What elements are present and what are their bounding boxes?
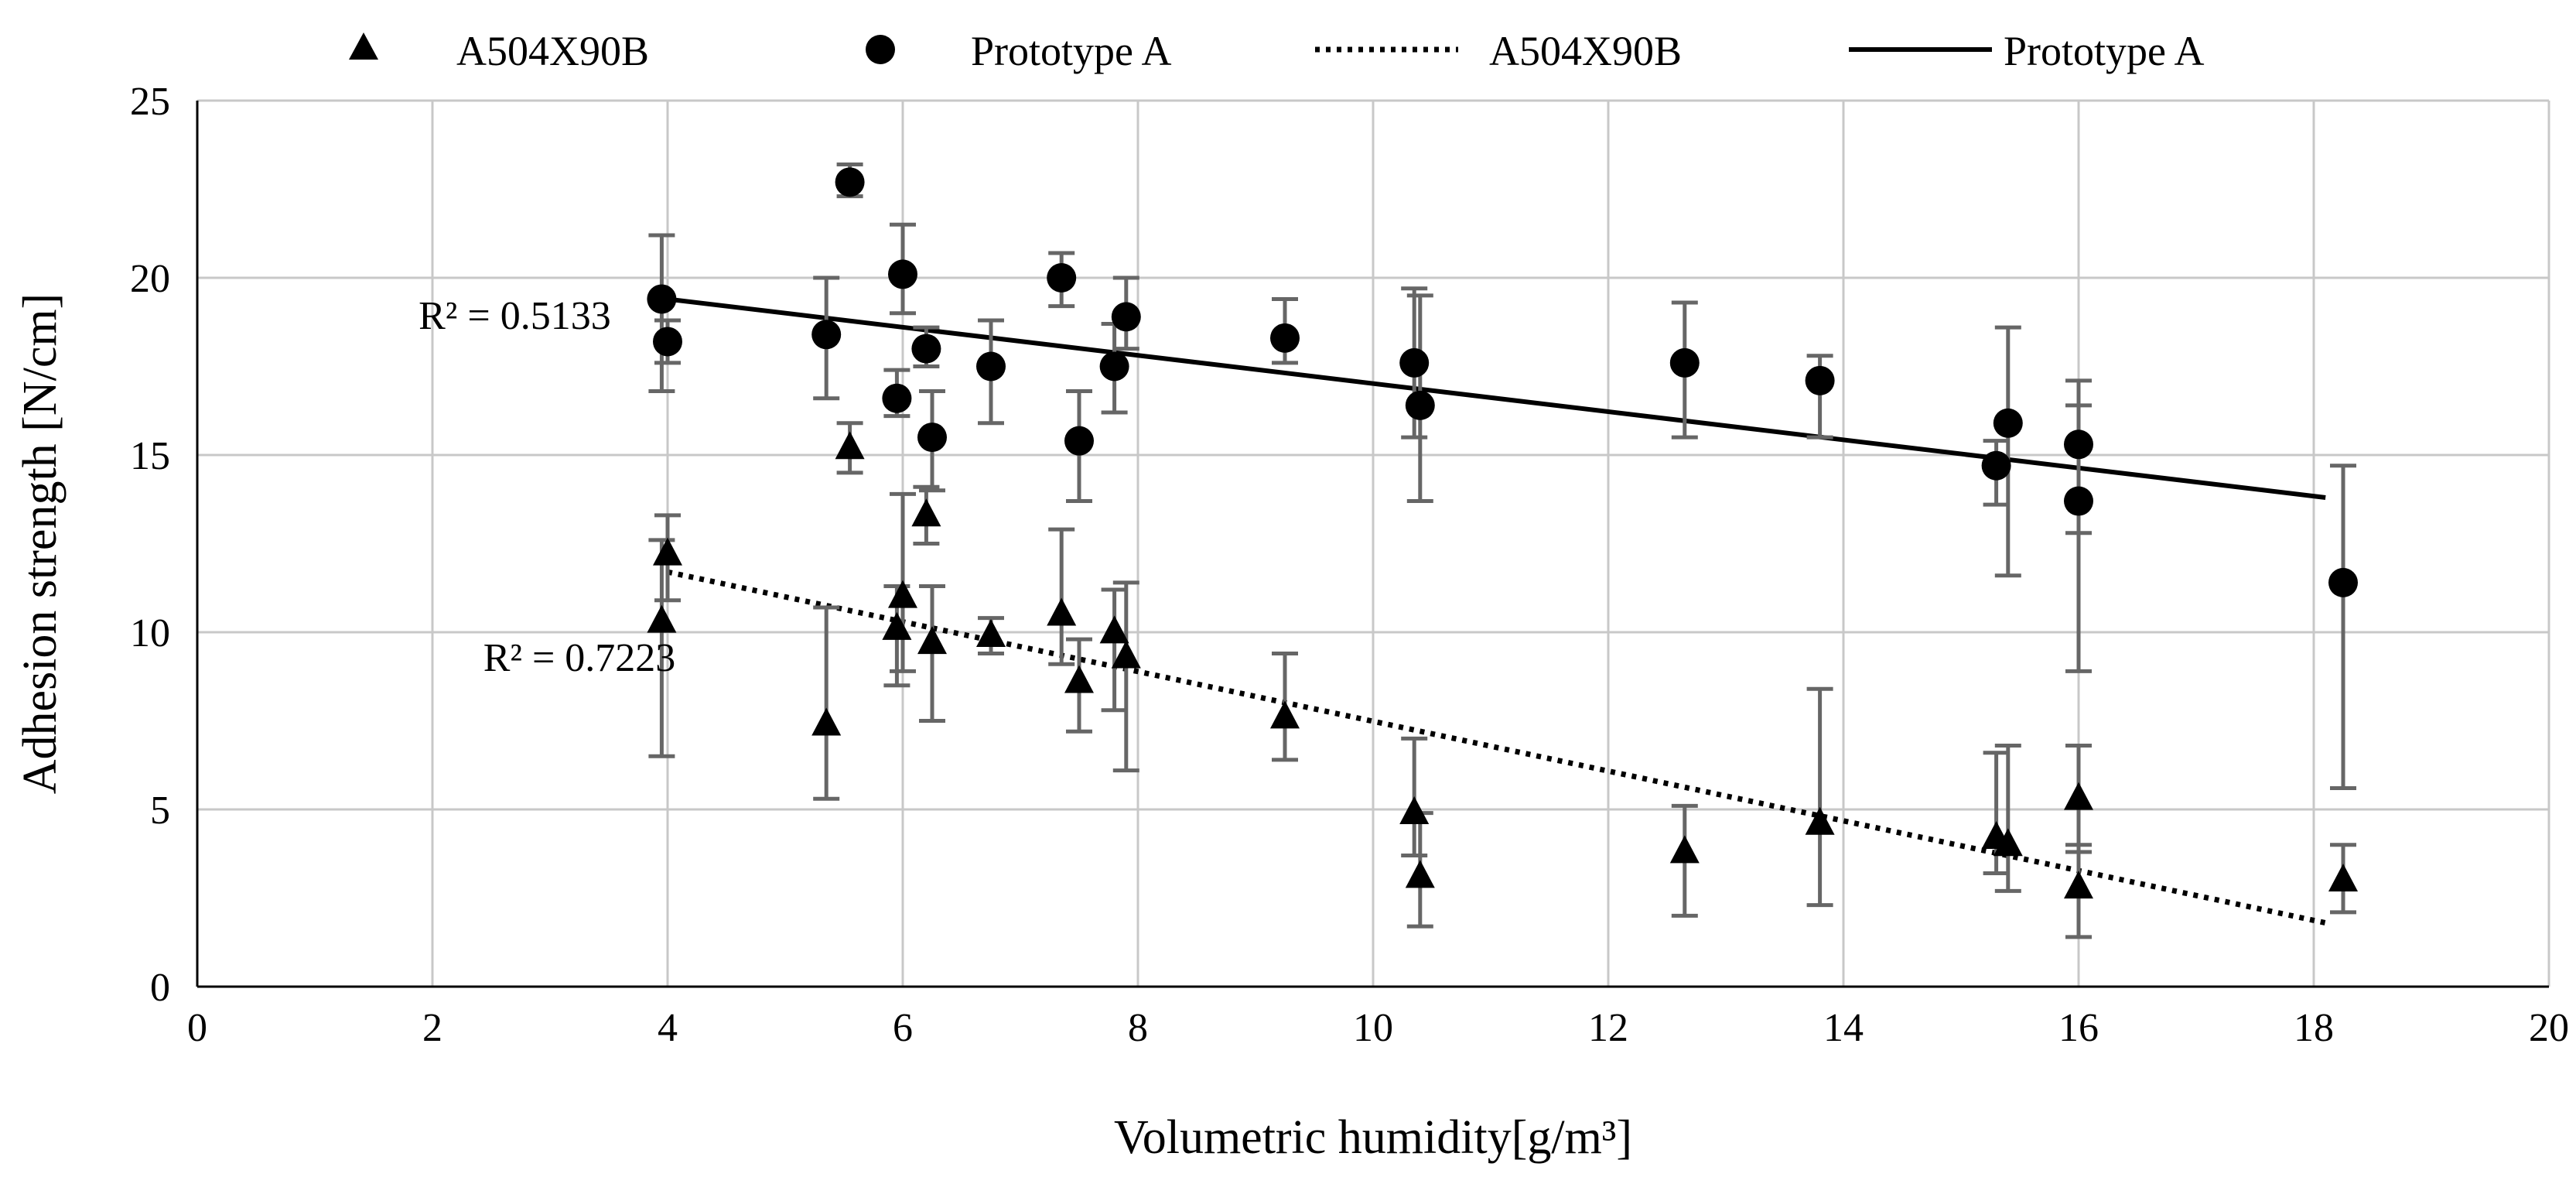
y-tick-label: 10 [130, 611, 170, 655]
x-tick-label: 6 [893, 1006, 913, 1050]
data-point-a504x90b [1064, 665, 1094, 693]
data-point-a504x90b [882, 611, 912, 640]
x-tick-label: 14 [1823, 1006, 1864, 1050]
legend-triangle-marker [349, 33, 378, 60]
data-point-prototype-a [882, 383, 912, 413]
data-point-prototype-a [1805, 365, 1835, 395]
data-point-a504x90b [911, 498, 941, 527]
legend-circle-marker [866, 35, 895, 64]
data-point-a504x90b [1099, 615, 1129, 644]
data-point-a504x90b [917, 626, 947, 655]
x-tick-label: 10 [1353, 1006, 1393, 1050]
r2-label-prototype-a: R² = 0.5133 [419, 294, 611, 338]
data-point-a504x90b [653, 537, 682, 566]
tick-labels: 0 2 4 6 8 10 12 14 16 18 20 0 5 10 15 20 25 [130, 80, 2569, 1050]
trendline-a504x90b [667, 569, 2326, 926]
data-point-prototype-a [2328, 567, 2358, 597]
y-tick-label: 5 [150, 789, 170, 833]
x-tick-label: 16 [2058, 1006, 2099, 1050]
y-axis-title: Adhesion strength [N/cm] [14, 293, 67, 794]
r2-label-a504x90b: R² = 0.7223 [483, 636, 676, 680]
trendlines [667, 296, 2326, 926]
data-point-a504x90b [1805, 806, 1835, 835]
legend-label-prototype-a-markers: Prototype A [971, 28, 1172, 74]
data-point-a504x90b [1047, 597, 1077, 626]
data-point-a504x90b [1405, 860, 1435, 888]
annotations: R² = 0.5133 R² = 0.7223 [419, 294, 675, 680]
y-tick-label: 25 [130, 80, 170, 124]
data-point-a504x90b [1993, 828, 2023, 857]
data-point-prototype-a [647, 284, 677, 314]
data-point-prototype-a [1405, 390, 1435, 420]
data-point-prototype-a [835, 167, 865, 197]
data-point-prototype-a [1669, 347, 1700, 378]
y-tick-label: 20 [130, 257, 170, 301]
legend-label-prototype-a-trendline: Prototype A [2004, 28, 2205, 74]
data-point-prototype-a [1064, 426, 1094, 456]
data-point-prototype-a [2064, 486, 2093, 516]
data-point-a504x90b [647, 604, 677, 633]
data-point-prototype-a [1047, 263, 1077, 293]
data-point-prototype-a [811, 320, 842, 350]
trendline-prototype-a [667, 296, 2326, 500]
data-point-prototype-a [2064, 429, 2093, 460]
data-point-prototype-a [653, 327, 682, 357]
data-point-prototype-a [888, 259, 917, 289]
gridlines [197, 99, 2550, 987]
x-tick-label: 0 [187, 1006, 207, 1050]
data-point-prototype-a [1399, 347, 1430, 378]
data-point-a504x90b [1399, 796, 1430, 824]
x-tick-label: 4 [658, 1006, 678, 1050]
legend-label-a504x90b-trendline: A504X90B [1489, 28, 1682, 74]
x-tick-label: 2 [422, 1006, 442, 1050]
data-point-a504x90b [1111, 640, 1141, 669]
data-point-a504x90b [811, 707, 842, 736]
x-tick-label: 12 [1588, 1006, 1628, 1050]
data-point-prototype-a [1270, 323, 1300, 353]
data-point-a504x90b [976, 618, 1006, 647]
data-point-prototype-a [911, 334, 941, 364]
data-point-prototype-a [976, 351, 1006, 381]
data-point-prototype-a [1111, 302, 1141, 332]
data-point-prototype-a [1981, 450, 2011, 481]
axes [196, 101, 2549, 988]
x-axis-title: Volumetric humidity[g/m³] [1114, 1111, 1632, 1164]
data-point-a504x90b [1669, 835, 1700, 864]
data-point-a504x90b [2064, 782, 2093, 810]
x-tick-label: 20 [2529, 1006, 2569, 1050]
x-tick-label: 8 [1128, 1006, 1148, 1050]
data-point-a504x90b [888, 580, 917, 608]
data-point-a504x90b [835, 431, 865, 460]
legend-label-a504x90b-markers: A504X90B [456, 28, 649, 74]
x-tick-label: 18 [2294, 1006, 2334, 1050]
data-point-a504x90b [2328, 864, 2358, 891]
data-point-prototype-a [1993, 408, 2023, 438]
legend: A504X90B Prototype A A504X90B Prototype … [349, 28, 2205, 74]
data-point-prototype-a [1099, 351, 1129, 381]
data-point-a504x90b [1270, 700, 1300, 729]
data-markers [647, 167, 2358, 899]
data-point-a504x90b [2064, 871, 2093, 899]
y-tick-label: 15 [130, 434, 170, 478]
data-point-prototype-a [917, 423, 947, 453]
y-tick-label: 0 [150, 966, 170, 1010]
